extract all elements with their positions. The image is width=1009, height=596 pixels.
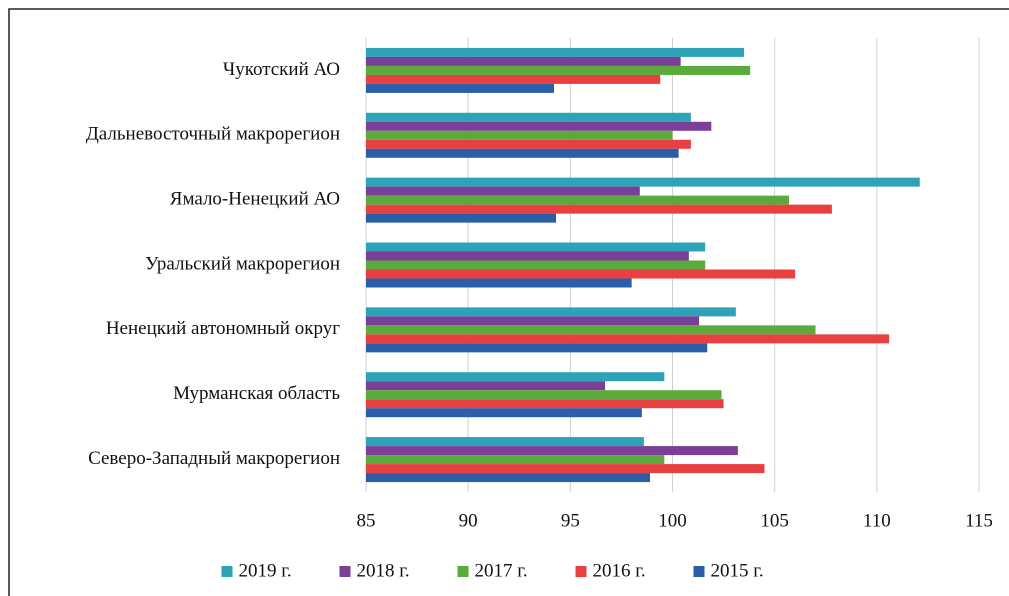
y-tick-label: Мурманская область (173, 383, 340, 404)
x-tick-label: 110 (863, 510, 891, 531)
x-tick-label: 85 (357, 510, 376, 531)
bar (366, 251, 689, 261)
x-tick-label: 100 (658, 510, 687, 531)
bar (366, 464, 765, 474)
bar (366, 112, 691, 122)
legend-label: 2018 г. (357, 560, 410, 581)
bar (366, 260, 706, 270)
bar (366, 390, 722, 400)
bar (366, 186, 640, 196)
bar (366, 334, 890, 344)
legend-label: 2019 г. (239, 560, 292, 581)
bar (366, 381, 606, 391)
bar (366, 213, 557, 223)
bar (366, 47, 745, 57)
x-tick-label: 105 (760, 510, 789, 531)
legend-label: 2016 г. (593, 560, 646, 581)
bar (366, 343, 708, 353)
bar (366, 307, 736, 317)
frame (8, 8, 1009, 596)
x-tick-label: 95 (561, 510, 580, 531)
y-tick-label: Чукотский АО (223, 59, 340, 80)
bar (366, 130, 673, 140)
y-tick-label: Уральский макрорегион (145, 253, 340, 274)
bar (366, 65, 751, 75)
legend-swatch (339, 566, 351, 577)
bar (366, 372, 665, 382)
bar (366, 139, 691, 149)
bar (366, 446, 738, 456)
bar (366, 195, 789, 205)
legend-swatch (457, 566, 469, 577)
bar (366, 455, 665, 465)
bar (366, 408, 642, 418)
bar (366, 56, 681, 66)
legend-swatch (575, 566, 587, 577)
bar (366, 325, 816, 335)
bar (366, 399, 724, 409)
bar (366, 316, 700, 326)
bar (366, 83, 554, 93)
bar (366, 148, 679, 158)
bar (366, 242, 706, 252)
bar (366, 204, 832, 214)
bar (366, 177, 920, 187)
bar (366, 74, 661, 84)
y-tick-label: Ямало-Ненецкий АО (170, 189, 340, 210)
y-tick-label: Северо-Западный макрорегион (88, 448, 340, 469)
bar (366, 121, 712, 131)
bar (366, 269, 796, 279)
legend-swatch (693, 566, 705, 577)
bar (366, 437, 644, 447)
y-tick-label: Ненецкий автономный округ (106, 318, 340, 339)
y-tick-label: Дальневосточный макрорегион (86, 124, 340, 145)
legend-swatch (221, 566, 233, 577)
x-tick-label: 115 (965, 510, 993, 531)
x-tick-label: 90 (459, 510, 478, 531)
bar (366, 278, 632, 288)
bar (366, 473, 651, 483)
legend-label: 2017 г. (475, 560, 528, 581)
legend-label: 2015 г. (711, 560, 764, 581)
